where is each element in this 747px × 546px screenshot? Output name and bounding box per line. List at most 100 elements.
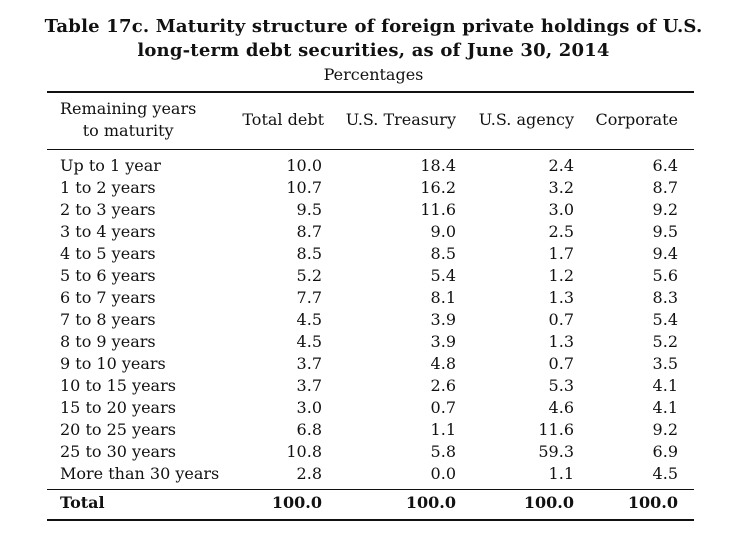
table-row: 2 to 3 years 9.5 11.6 3.0 9.2	[0, 199, 747, 221]
header-maturity: Remaining years to maturity	[60, 98, 196, 142]
cell-total-debt: 5.2	[296, 266, 322, 285]
total-total-debt: 100.0	[271, 493, 322, 512]
cell-us-agency: 59.3	[538, 442, 574, 461]
cell-total-debt: 3.7	[296, 354, 322, 373]
row-label: 20 to 25 years	[60, 420, 176, 439]
cell-us-treasury: 3.9	[430, 332, 456, 351]
header-us-agency: U.S. agency	[478, 110, 574, 129]
cell-total-debt: 3.7	[296, 376, 322, 395]
cell-us-agency: 2.4	[548, 156, 574, 175]
cell-us-agency: 5.3	[548, 376, 574, 395]
cell-total-debt: 8.7	[296, 222, 322, 241]
header-total-debt: Total debt	[242, 110, 324, 129]
cell-corporate: 9.4	[652, 244, 678, 263]
cell-corporate: 9.5	[652, 222, 678, 241]
row-label: More than 30 years	[60, 464, 220, 483]
cell-us-treasury: 3.9	[430, 310, 456, 329]
cell-corporate: 5.6	[652, 266, 678, 285]
total-us-agency: 100.0	[523, 493, 574, 512]
cell-us-agency: 1.7	[548, 244, 574, 263]
cell-us-treasury: 1.1	[430, 420, 456, 439]
cell-corporate: 8.3	[652, 288, 678, 307]
cell-corporate: 6.9	[652, 442, 678, 461]
total-corporate: 100.0	[627, 493, 678, 512]
cell-corporate: 8.7	[652, 178, 678, 197]
row-label: 5 to 6 years	[60, 266, 156, 285]
table-row: 4 to 5 years 8.5 8.5 1.7 9.4	[0, 243, 747, 265]
header-us-treasury: U.S. Treasury	[345, 110, 456, 129]
table-title-line2: long-term debt securities, as of June 30…	[137, 40, 610, 61]
row-label: 8 to 9 years	[60, 332, 156, 351]
table-row: 10 to 15 years 3.7 2.6 5.3 4.1	[0, 375, 747, 397]
table-title-line1: Table 17c. Maturity structure of foreign…	[44, 16, 703, 37]
row-label: 9 to 10 years	[60, 354, 166, 373]
cell-corporate: 5.2	[652, 332, 678, 351]
cell-us-treasury: 5.4	[430, 266, 456, 285]
table-row: 20 to 25 years 6.8 1.1 11.6 9.2	[0, 419, 747, 441]
cell-us-agency: 3.0	[548, 200, 574, 219]
row-label: 4 to 5 years	[60, 244, 156, 263]
cell-us-agency: 11.6	[538, 420, 574, 439]
cell-total-debt: 9.5	[296, 200, 322, 219]
table-row: 9 to 10 years 3.7 4.8 0.7 3.5	[0, 353, 747, 375]
header-maturity-line1: Remaining years	[60, 99, 197, 118]
header-maturity-line2: to maturity	[82, 121, 174, 140]
cell-us-treasury: 0.0	[430, 464, 456, 483]
cell-us-treasury: 18.4	[420, 156, 456, 175]
cell-corporate: 3.5	[652, 354, 678, 373]
cell-corporate: 4.1	[652, 398, 678, 417]
cell-us-agency: 0.7	[548, 310, 574, 329]
total-rule	[47, 489, 694, 490]
row-label: 3 to 4 years	[60, 222, 156, 241]
row-label: 6 to 7 years	[60, 288, 156, 307]
table-row: 5 to 6 years 5.2 5.4 1.2 5.6	[0, 265, 747, 287]
table-row: Up to 1 year 10.0 18.4 2.4 6.4	[0, 155, 747, 177]
cell-us-treasury: 5.8	[430, 442, 456, 461]
cell-total-debt: 8.5	[296, 244, 322, 263]
table-row: 3 to 4 years 8.7 9.0 2.5 9.5	[0, 221, 747, 243]
row-label: 25 to 30 years	[60, 442, 176, 461]
cell-us-treasury: 9.0	[430, 222, 456, 241]
table-subtitle: Percentages	[323, 65, 424, 84]
cell-us-agency: 0.7	[548, 354, 574, 373]
table-row: 1 to 2 years 10.7 16.2 3.2 8.7	[0, 177, 747, 199]
cell-us-treasury: 16.2	[420, 178, 456, 197]
table-row: More than 30 years 2.8 0.0 1.1 4.5	[0, 463, 747, 485]
table-row: 15 to 20 years 3.0 0.7 4.6 4.1	[0, 397, 747, 419]
cell-total-debt: 3.0	[296, 398, 322, 417]
row-label: 15 to 20 years	[60, 398, 176, 417]
cell-corporate: 9.2	[652, 420, 678, 439]
cell-us-agency: 1.3	[548, 288, 574, 307]
row-label: 7 to 8 years	[60, 310, 156, 329]
cell-corporate: 4.1	[652, 376, 678, 395]
cell-us-agency: 1.2	[548, 266, 574, 285]
cell-us-agency: 1.1	[548, 464, 574, 483]
cell-us-agency: 4.6	[548, 398, 574, 417]
total-us-treasury: 100.0	[405, 493, 456, 512]
bottom-rule	[47, 519, 694, 521]
row-label: 10 to 15 years	[60, 376, 176, 395]
cell-us-treasury: 8.1	[430, 288, 456, 307]
cell-corporate: 9.2	[652, 200, 678, 219]
table-row: 25 to 30 years 10.8 5.8 59.3 6.9	[0, 441, 747, 463]
cell-total-debt: 2.8	[296, 464, 322, 483]
cell-total-debt: 4.5	[296, 332, 322, 351]
table-body: Up to 1 year 10.0 18.4 2.4 6.4 1 to 2 years 10…	[0, 155, 747, 485]
header-rule	[47, 149, 694, 150]
header-corporate: Corporate	[595, 110, 678, 129]
total-label: Total	[60, 493, 105, 512]
table-row: 8 to 9 years 4.5 3.9 1.3 5.2	[0, 331, 747, 353]
cell-us-treasury: 4.8	[430, 354, 456, 373]
total-row: Total 100.0 100.0 100.0 100.0	[0, 492, 747, 514]
cell-total-debt: 7.7	[296, 288, 322, 307]
cell-total-debt: 4.5	[296, 310, 322, 329]
cell-us-agency: 3.2	[548, 178, 574, 197]
cell-us-treasury: 11.6	[420, 200, 456, 219]
row-label: 1 to 2 years	[60, 178, 156, 197]
cell-us-treasury: 2.6	[430, 376, 456, 395]
table-row: 6 to 7 years 7.7 8.1 1.3 8.3	[0, 287, 747, 309]
cell-corporate: 5.4	[652, 310, 678, 329]
cell-us-agency: 1.3	[548, 332, 574, 351]
cell-total-debt: 10.0	[286, 156, 322, 175]
cell-us-treasury: 0.7	[430, 398, 456, 417]
